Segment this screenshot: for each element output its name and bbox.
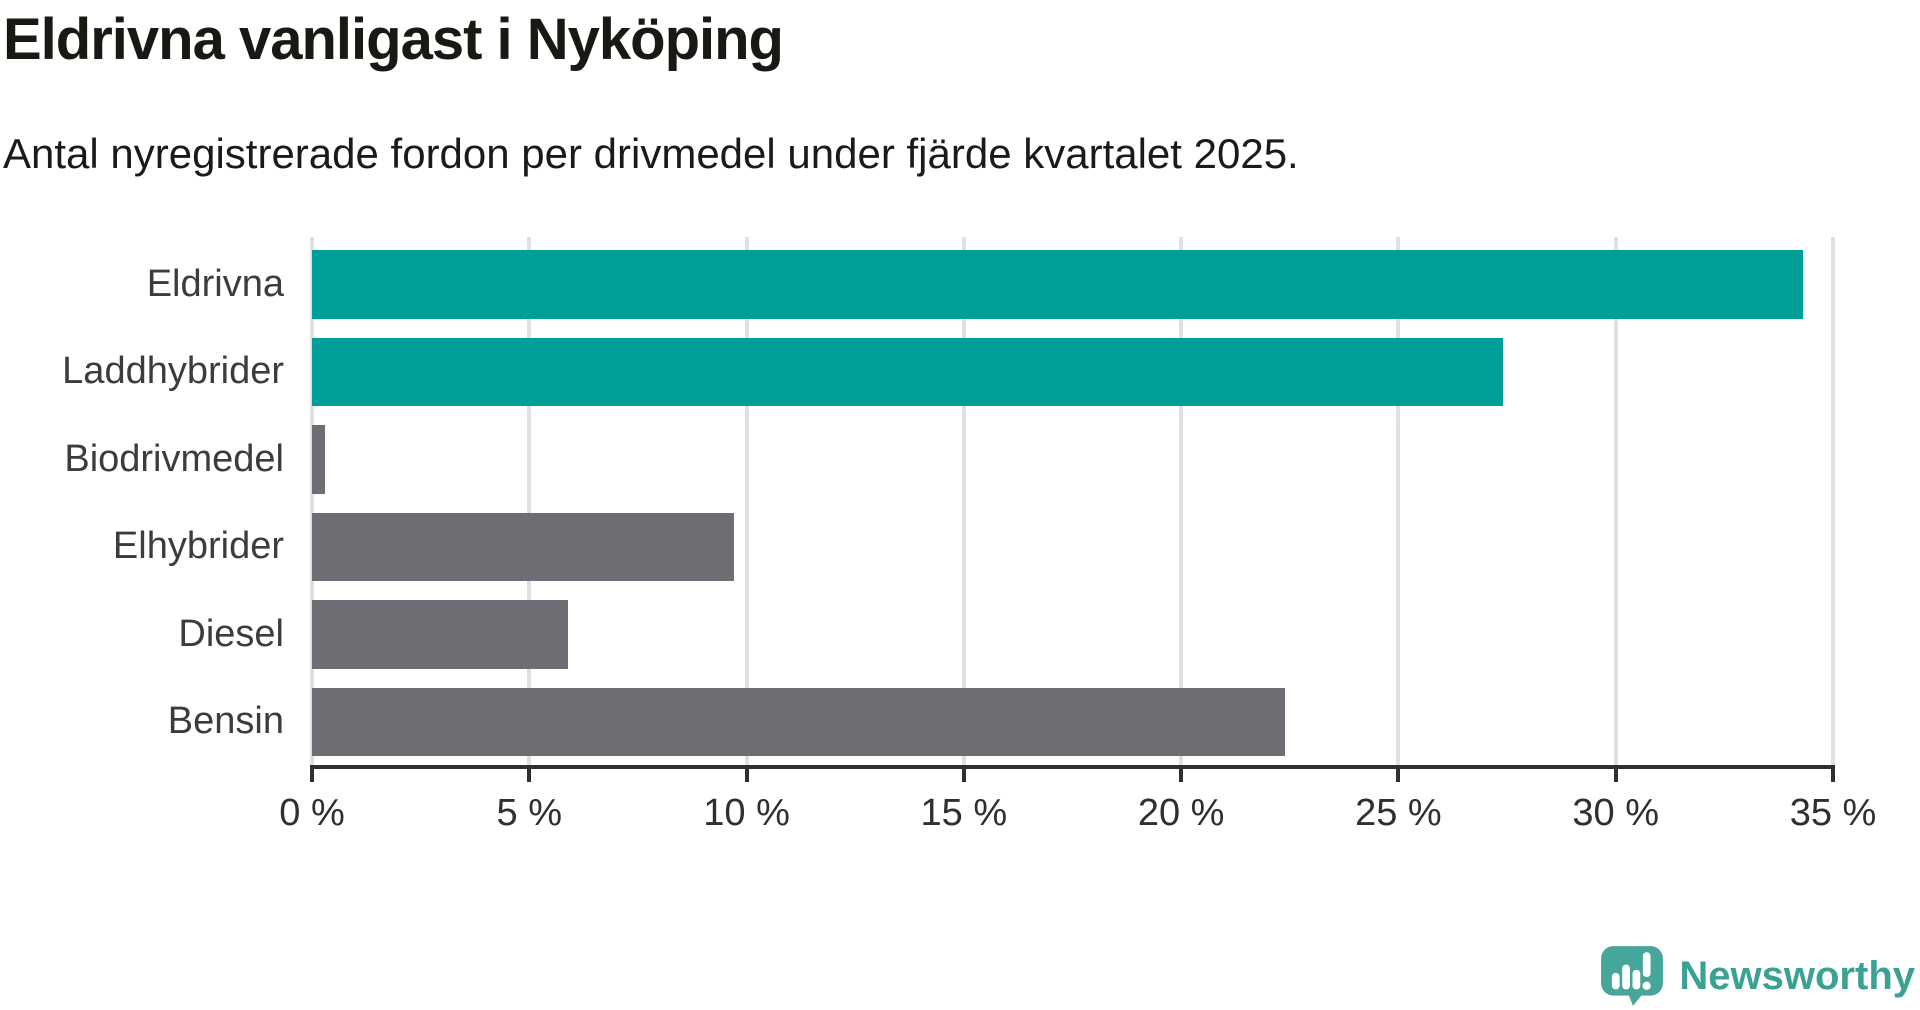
chart-title: Eldrivna vanligast i Nyköping [3, 7, 784, 72]
gridline [310, 237, 314, 767]
gridline [1831, 237, 1835, 767]
gridline [1396, 237, 1401, 767]
category-label: Diesel [178, 612, 284, 655]
x-axis-line [310, 765, 1835, 769]
bar-diesel [312, 600, 569, 669]
x-axis-tick [1831, 769, 1835, 782]
newsworthy-logo-text: Newsworthy [1679, 953, 1915, 998]
chart-subtitle: Antal nyregistrerade fordon per drivmede… [3, 130, 1299, 177]
x-axis-tick-label: 5 % [496, 792, 563, 834]
gridline [1613, 237, 1618, 767]
x-axis-tick [1613, 769, 1618, 782]
x-axis-tick-label: 30 % [1572, 792, 1660, 834]
x-axis-tick [310, 769, 314, 782]
bar-laddhybrider [312, 337, 1503, 406]
x-axis-tick-label: 25 % [1355, 792, 1442, 834]
bar-bensin [312, 687, 1286, 756]
x-axis-tick-label: 0 % [279, 792, 345, 834]
x-axis-tick-label: 20 % [1137, 792, 1225, 834]
category-label: Biodrivmedel [64, 437, 284, 480]
x-axis-tick [961, 769, 966, 782]
category-label: Eldrivna [146, 262, 284, 305]
newsworthy-branding: Newsworthy [1599, 945, 1915, 1007]
gridline [527, 237, 532, 767]
newsworthy-pin-barchart-icon [1599, 945, 1665, 1007]
category-label: Elhybrider [112, 525, 284, 568]
x-axis-tick [1179, 769, 1184, 782]
category-label: Laddhybrider [62, 350, 284, 393]
x-axis-tick-label: 10 % [703, 792, 790, 834]
x-axis-tick-label: 15 % [920, 792, 1008, 834]
x-axis-tick-label: 35 % [1789, 792, 1877, 834]
bar-elhybrider [312, 512, 734, 581]
gridline [1179, 237, 1184, 767]
gridline [744, 237, 749, 767]
gridline [961, 237, 966, 767]
bar-eldrivna [312, 250, 1803, 319]
category-label: Bensin [167, 700, 284, 743]
x-axis-tick [744, 769, 749, 782]
bar-biodrivmedel [312, 425, 326, 494]
x-axis-tick [527, 769, 532, 782]
x-axis-tick [1396, 769, 1401, 782]
